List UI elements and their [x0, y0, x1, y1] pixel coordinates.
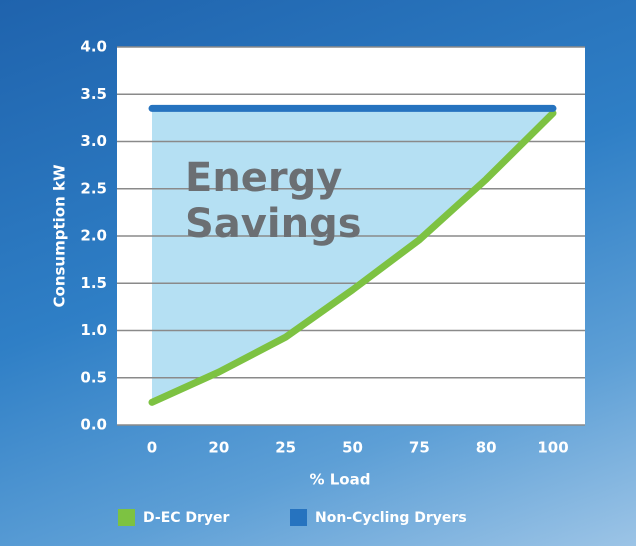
- y-tick-label: 1.5: [80, 274, 107, 292]
- y-tick-label: 3.5: [80, 85, 107, 103]
- legend-label: Non-Cycling Dryers: [315, 510, 467, 526]
- x-tick-label: 75: [409, 439, 430, 457]
- y-axis-label: Consumption kW: [51, 164, 69, 307]
- y-tick-label: 1.0: [80, 321, 107, 339]
- y-tick-label: 4.0: [80, 38, 107, 56]
- y-tick-label: 2.5: [80, 179, 107, 197]
- savings-area: [152, 108, 553, 403]
- x-tick-label: 80: [476, 439, 497, 457]
- x-tick-label: 50: [342, 439, 363, 457]
- x-tick-label: 25: [275, 439, 296, 457]
- legend-swatch: [290, 509, 307, 526]
- x-tick-label: 0: [147, 439, 157, 457]
- y-tick-label: 0.5: [80, 368, 107, 386]
- x-tick-label: 100: [537, 439, 568, 457]
- x-axis-label: % Load: [310, 471, 371, 489]
- legend-swatch: [118, 509, 135, 526]
- series-line: [148, 109, 557, 406]
- annotation: Energy Savings: [185, 155, 362, 247]
- y-tick-label: 3.0: [80, 132, 107, 150]
- x-tick-label: 20: [208, 439, 229, 457]
- y-tick-label: 2.0: [80, 227, 107, 245]
- legend-label: D-EC Dryer: [143, 510, 230, 526]
- y-tick-label: 0.0: [80, 416, 107, 434]
